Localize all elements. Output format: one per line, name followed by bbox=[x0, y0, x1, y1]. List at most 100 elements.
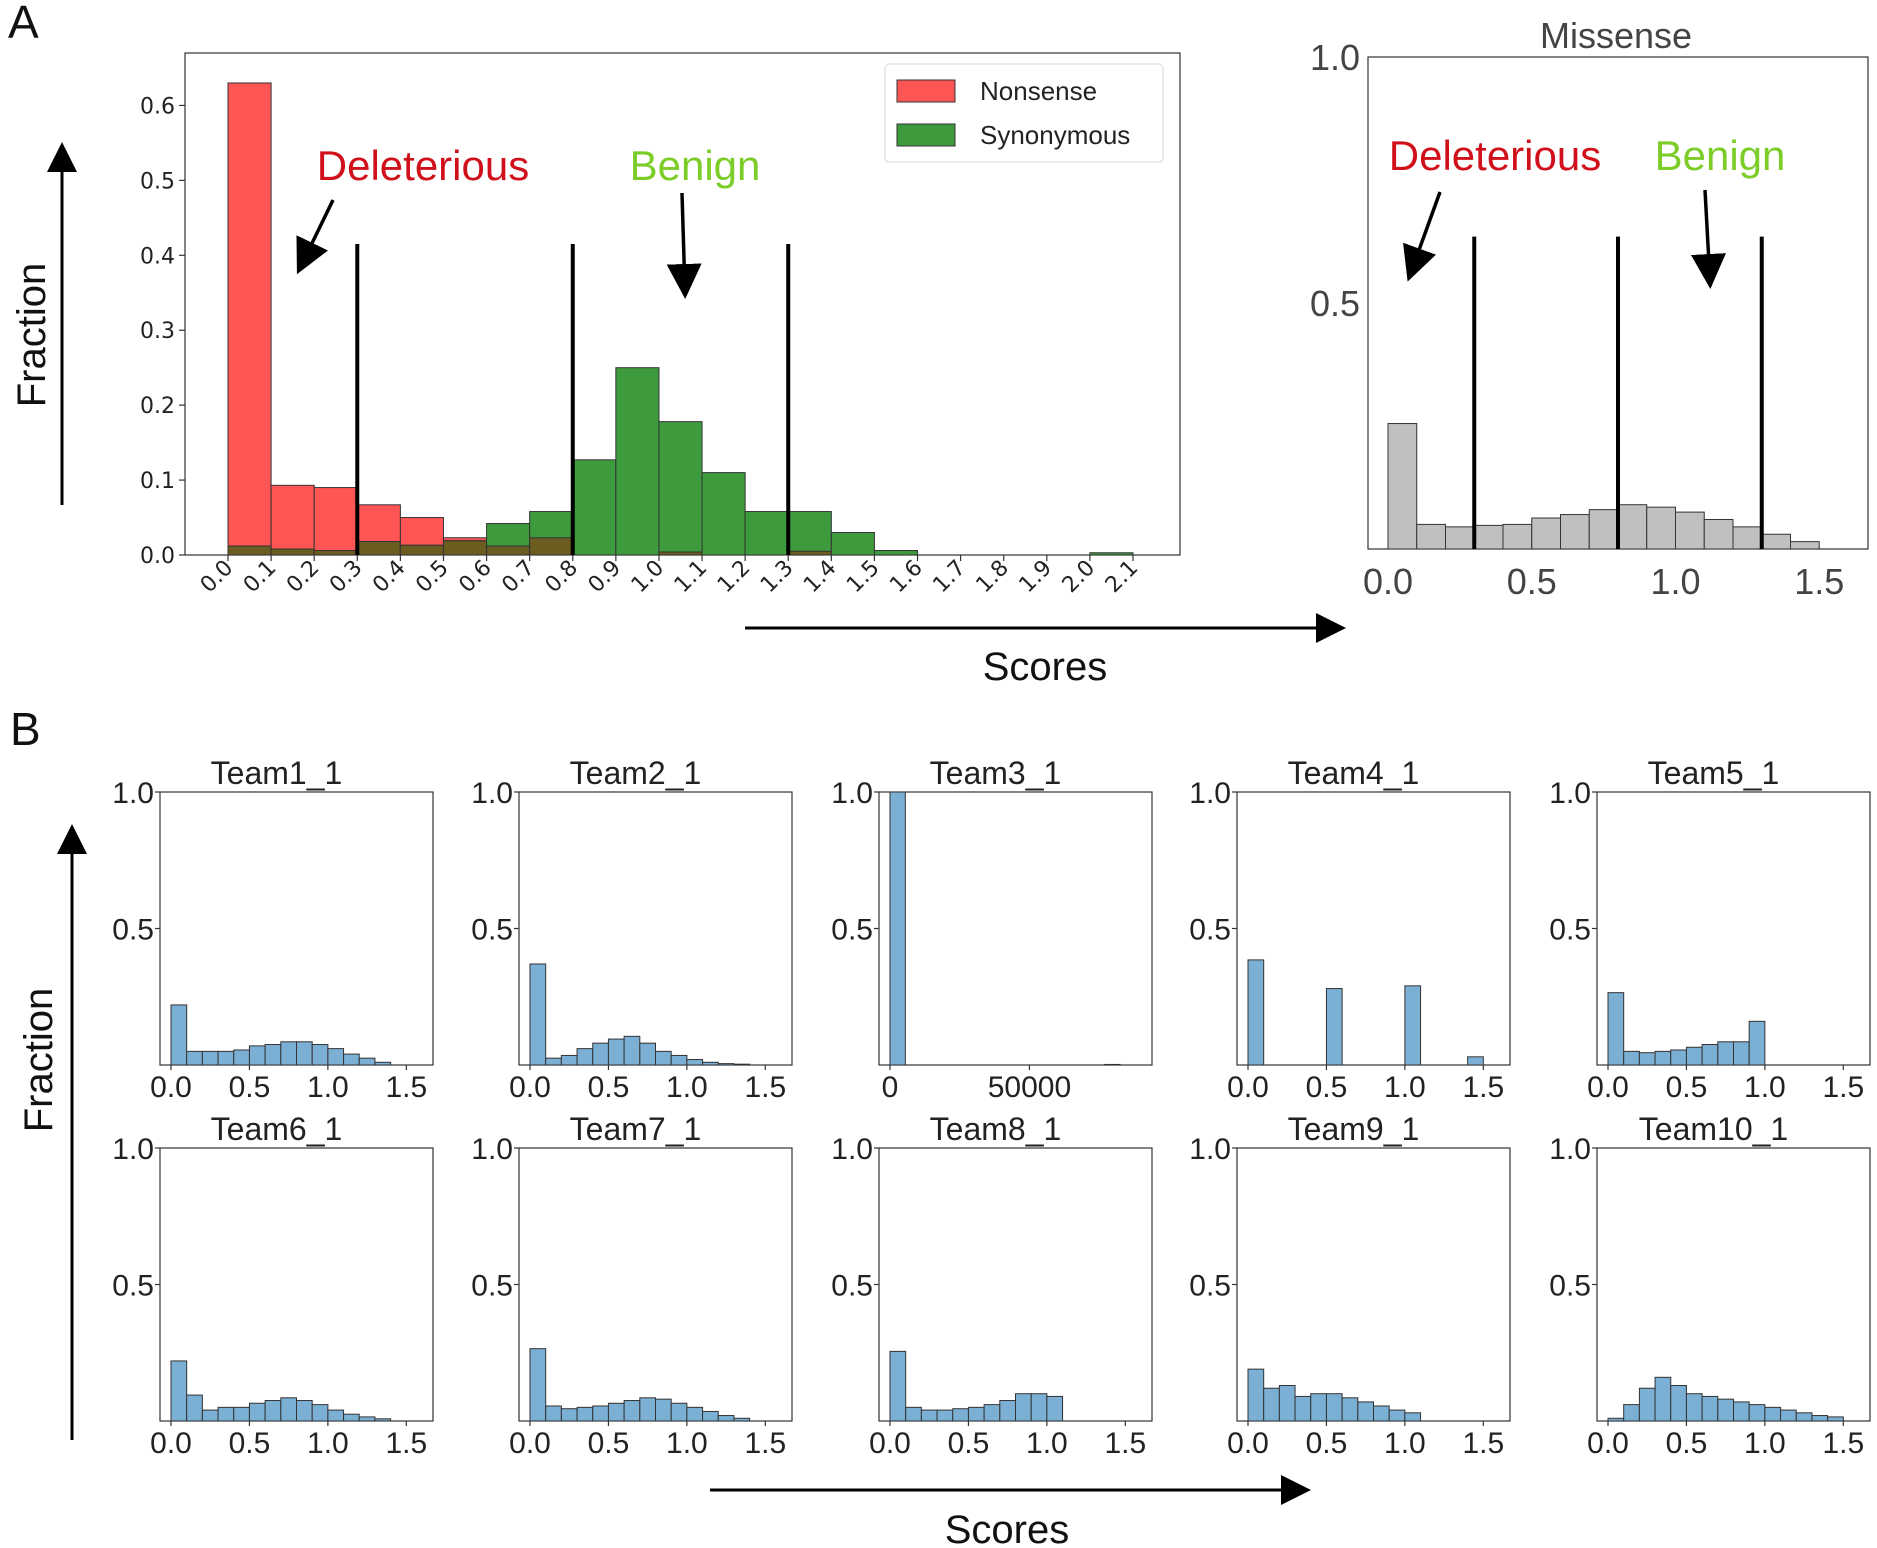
bar-team bbox=[1467, 1056, 1484, 1066]
x-tick-label: 0.5 bbox=[411, 556, 453, 598]
bar-overlap bbox=[399, 544, 444, 556]
team-title: Team6_1 bbox=[211, 1111, 343, 1147]
bar-team bbox=[327, 1409, 345, 1422]
team-x-tick-label: 0 bbox=[882, 1071, 899, 1104]
bar-team bbox=[607, 1038, 625, 1066]
panel-b-label: B bbox=[10, 703, 41, 755]
team-x-tick-label: 0.5 bbox=[1666, 1427, 1708, 1460]
team-title: Team2_1 bbox=[570, 755, 702, 791]
team-plot-frame bbox=[518, 1147, 793, 1422]
bar-overlap bbox=[529, 537, 574, 556]
bar-team bbox=[889, 791, 906, 1066]
bar-missense bbox=[1416, 523, 1446, 550]
bar-overlap bbox=[787, 550, 832, 556]
x-tick-label: 0.4 bbox=[368, 556, 410, 598]
missense-deleterious-annotation: Deleterious bbox=[1389, 132, 1601, 179]
bar-team bbox=[1638, 1052, 1656, 1066]
bar-team bbox=[1278, 1385, 1296, 1422]
bar-synonymous bbox=[873, 550, 919, 556]
bar-team bbox=[967, 1406, 985, 1422]
bar-team bbox=[1357, 1401, 1374, 1422]
team-plot-frame bbox=[159, 1147, 434, 1422]
bar-team bbox=[1654, 1050, 1672, 1066]
bar-team bbox=[248, 1045, 266, 1066]
bar-team bbox=[560, 1054, 578, 1066]
x-tick-label: 1.6 bbox=[885, 556, 927, 598]
team-plot-frame bbox=[1236, 1147, 1511, 1422]
bar-team bbox=[1748, 1020, 1766, 1066]
bar-team bbox=[170, 1360, 188, 1422]
team-x-tick-label: 0.0 bbox=[509, 1427, 551, 1460]
team-x-tick-label: 0.5 bbox=[229, 1427, 271, 1460]
team-x-tick-label: 0.5 bbox=[1306, 1071, 1348, 1104]
team-y-tick-label: 0.5 bbox=[1189, 1270, 1231, 1303]
bar-missense bbox=[1761, 533, 1791, 550]
bar-missense bbox=[1560, 514, 1590, 550]
bar-missense bbox=[1675, 511, 1705, 550]
team-x-tick-label: 1.5 bbox=[385, 1071, 427, 1104]
bar-team bbox=[1373, 1405, 1390, 1422]
bar-team bbox=[186, 1050, 203, 1066]
bar-team bbox=[999, 1400, 1016, 1422]
bar-team bbox=[217, 1050, 235, 1066]
bar-team bbox=[1733, 1041, 1750, 1066]
benign-arrow bbox=[666, 192, 702, 299]
bar-missense bbox=[1588, 509, 1619, 550]
team-y-tick-label: 0.5 bbox=[471, 914, 513, 947]
bar-team bbox=[358, 1057, 376, 1066]
x-tick-label: 0.2 bbox=[282, 556, 324, 598]
team-y-tick-label: 1.0 bbox=[1549, 777, 1591, 810]
bar-team bbox=[592, 1042, 609, 1066]
team-title: Team8_1 bbox=[930, 1111, 1062, 1147]
team-chart-team9: Team9_1 0.5 1.0 0.0 0.5 1.0 1.5 bbox=[1189, 1111, 1511, 1460]
x-tick-label: 1.2 bbox=[713, 556, 755, 598]
bar-nonsense bbox=[227, 82, 272, 556]
bar-team bbox=[1701, 1395, 1719, 1422]
y-tick-label: 0.4 bbox=[140, 244, 175, 269]
team-x-tick-label: 1.0 bbox=[1744, 1427, 1786, 1460]
bar-team bbox=[655, 1398, 672, 1422]
team-x-tick-label: 0.5 bbox=[1666, 1071, 1708, 1104]
bar-overlap bbox=[313, 550, 358, 556]
legend-label-nonsense: Nonsense bbox=[980, 76, 1097, 106]
team-x-tick-label: 1.5 bbox=[1822, 1071, 1864, 1104]
team-x-tick-label: 1.5 bbox=[744, 1427, 786, 1460]
team-chart-team3: Team3_1 0.5 1.0 0 50000 bbox=[831, 755, 1153, 1104]
bar-missense bbox=[1473, 524, 1504, 550]
bar-synonymous bbox=[1089, 552, 1134, 556]
bar-team bbox=[1638, 1387, 1656, 1422]
x-tick-label: 1.3 bbox=[756, 556, 798, 598]
bar-team bbox=[560, 1408, 578, 1422]
missense-x-tick-label: 1.5 bbox=[1794, 561, 1844, 602]
bar-overlap bbox=[486, 545, 531, 556]
x-tick-label: 2.0 bbox=[1058, 556, 1100, 598]
bar-team bbox=[920, 1409, 938, 1422]
bar-team bbox=[639, 1397, 656, 1422]
panel-a-label: A bbox=[8, 0, 39, 48]
x-tick-label: 0.3 bbox=[325, 556, 367, 598]
bar-synonymous bbox=[830, 532, 875, 556]
team-y-tick-label: 0.5 bbox=[1189, 914, 1231, 947]
x-tick-label: 1.7 bbox=[928, 556, 970, 598]
bar-team bbox=[374, 1418, 392, 1422]
legend-swatch-nonsense bbox=[896, 79, 956, 103]
bar-team bbox=[733, 1063, 751, 1066]
bar-team bbox=[1247, 1368, 1265, 1422]
bar-team bbox=[327, 1048, 345, 1066]
bar-team bbox=[1404, 1412, 1422, 1422]
team-y-tick-label: 1.0 bbox=[112, 1133, 154, 1166]
team-x-tick-label: 1.5 bbox=[385, 1427, 427, 1460]
team-x-tick-label: 1.0 bbox=[666, 1427, 708, 1460]
x-tick-label: 2.1 bbox=[1101, 556, 1143, 598]
bar-team bbox=[545, 1057, 562, 1066]
team-x-tick-label: 0.0 bbox=[509, 1071, 551, 1104]
team-x-tick-label: 1.0 bbox=[1384, 1071, 1426, 1104]
missense-x-tick-label: 0.0 bbox=[1363, 561, 1413, 602]
missense-x-tick-label: 1.0 bbox=[1650, 561, 1700, 602]
bar-synonymous bbox=[572, 459, 617, 556]
bar-team bbox=[1733, 1401, 1750, 1422]
panel-a-main-chart: 0.00.10.20.30.40.50.60.0 0.1 0.2 0.3 0.4 0.5 0… bbox=[140, 52, 1181, 598]
bar-team bbox=[1325, 1393, 1343, 1422]
bar-synonymous bbox=[701, 472, 746, 556]
bar-team bbox=[905, 1406, 922, 1422]
